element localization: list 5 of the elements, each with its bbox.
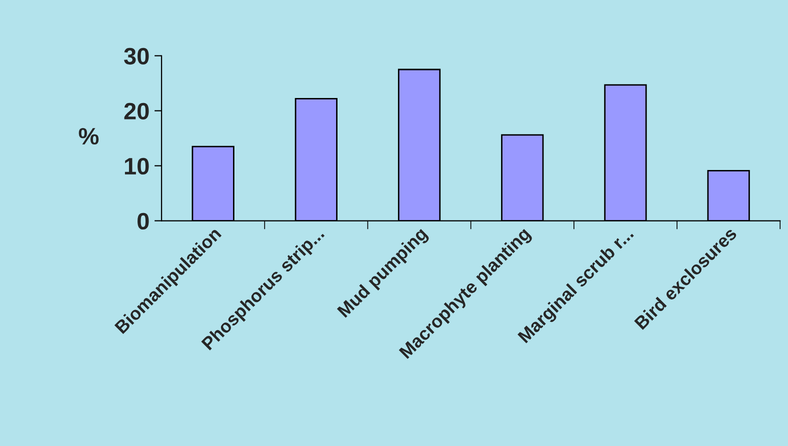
y-tick-label: 10	[124, 158, 149, 175]
y-tick-label: 20	[124, 102, 149, 120]
y-axis-title: %	[78, 128, 99, 145]
y-tick-label: 0	[138, 212, 149, 230]
y-tick-label: 30	[124, 48, 149, 65]
